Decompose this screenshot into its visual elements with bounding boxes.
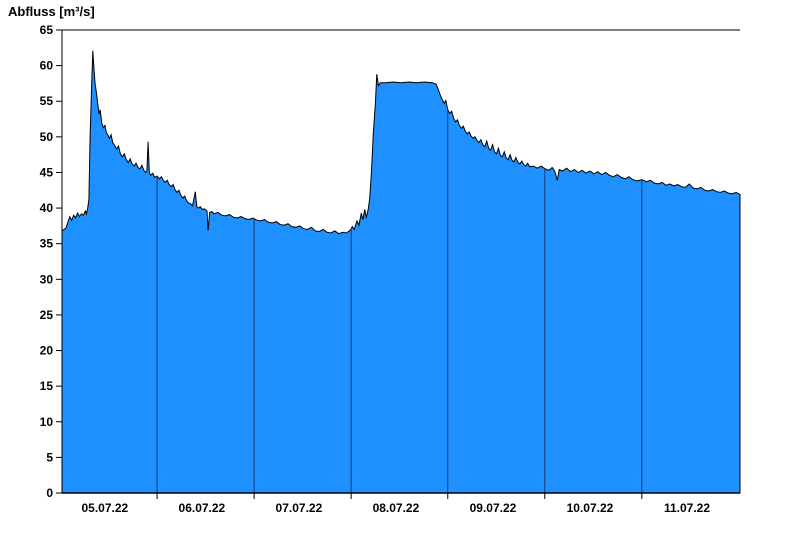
- x-tick-label: 07.07.22: [276, 501, 323, 515]
- y-axis: 0 5 10 15 20 25 30 35 40 45 50 55 60 65: [40, 23, 62, 500]
- y-tick-label: 40: [40, 201, 54, 215]
- y-tick-label: 60: [40, 59, 54, 73]
- y-tick-label: 25: [40, 308, 54, 322]
- y-tick-label: 45: [40, 165, 54, 179]
- y-tick-label: 0: [46, 486, 53, 500]
- y-tick-label: 15: [40, 379, 54, 393]
- chart-title: Abfluss [m³/s]: [8, 4, 95, 19]
- x-tick-label: 08.07.22: [373, 501, 420, 515]
- y-tick-label: 30: [40, 272, 54, 286]
- y-tick-label: 50: [40, 130, 54, 144]
- x-tick-label: 10.07.22: [567, 501, 614, 515]
- y-tick-label: 65: [40, 23, 54, 37]
- plot-frame: [61, 29, 740, 494]
- x-tick-label: 06.07.22: [179, 501, 226, 515]
- y-tick-label: 5: [46, 450, 53, 464]
- area-series: [61, 50, 741, 494]
- y-tick-label: 10: [40, 415, 54, 429]
- y-tick-label: 35: [40, 237, 54, 251]
- x-tick-label: 11.07.22: [664, 501, 710, 515]
- y-tick-label: 20: [40, 344, 54, 358]
- x-tick-label: 09.07.22: [470, 501, 517, 515]
- y-tick-label: 55: [40, 94, 54, 108]
- x-axis: 05.07.22 06.07.22 07.07.22 08.07.22 09.07.22…: [82, 493, 710, 515]
- x-tick-label: 05.07.22: [82, 501, 129, 515]
